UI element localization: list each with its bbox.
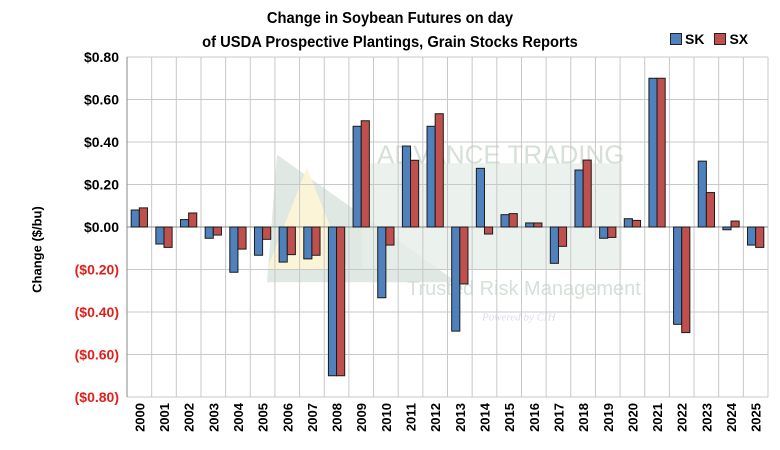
x-tick-label: 2016 [527, 403, 542, 432]
x-tick-label: 2002 [182, 403, 197, 432]
y-tick-label: ($0.20) [75, 262, 119, 278]
bar-sx-2005 [262, 226, 272, 240]
bar-sx-2023 [705, 192, 716, 228]
y-tick-label: $0.00 [84, 219, 119, 235]
bar-sx-2008 [336, 226, 346, 377]
x-tick-label: 2020 [625, 403, 640, 432]
bar-sx-2014 [483, 226, 494, 235]
bar-sk-2020 [623, 218, 633, 228]
x-tick-label: 2015 [502, 403, 517, 432]
bar-sx-2022 [681, 226, 691, 334]
bar-sk-2019 [599, 226, 609, 239]
bar-sk-2024 [722, 226, 732, 231]
watermark-tagline: Trusted Risk Management [407, 278, 641, 300]
bar-sk-2022 [673, 226, 683, 325]
x-tick-label: 2007 [305, 403, 320, 432]
chart-title-line2: of USDA Prospective Plantings, Grain Sto… [202, 34, 578, 51]
legend-swatch-sk [670, 33, 682, 45]
x-tick-label: 2013 [453, 403, 468, 432]
x-tick-label: 2022 [675, 403, 690, 432]
bar-sx-2004 [237, 226, 247, 250]
bar-sx-2020 [631, 219, 642, 228]
bar-sk-2015 [500, 214, 510, 228]
bar-sx-2003 [212, 226, 222, 236]
bar-sk-2013 [451, 226, 461, 332]
x-tick-label: 2005 [256, 403, 271, 432]
bar-sk-2023 [697, 160, 707, 228]
bar-sk-2003 [204, 226, 214, 239]
x-tick-label: 2008 [330, 403, 345, 432]
x-tick-label: 2019 [601, 403, 616, 432]
bar-sx-2002 [188, 212, 198, 228]
x-tick-label: 2012 [428, 403, 443, 432]
bar-sx-2009 [360, 120, 370, 228]
bar-sk-2017 [549, 226, 559, 264]
x-tick-label: 2018 [576, 403, 591, 432]
legend-label-sk: SK [685, 31, 705, 47]
bar-sk-2016 [525, 222, 535, 228]
bar-sk-2018 [574, 169, 584, 228]
bar-sx-2006 [286, 226, 296, 256]
bar-sk-2005 [253, 226, 264, 256]
bar-sx-2019 [607, 226, 617, 238]
legend-swatch-sx [714, 33, 727, 45]
bar-sx-2010 [385, 226, 395, 246]
bar-sk-2004 [229, 226, 239, 273]
x-tick-label: 2009 [354, 403, 369, 432]
bar-sk-2014 [475, 167, 485, 228]
x-tick-label: 2003 [206, 403, 221, 432]
chart-title-line1: Change in Soybean Futures on day [266, 10, 514, 27]
bar-sx-2016 [533, 222, 543, 228]
y-tick-label: $0.20 [84, 177, 119, 193]
bar-sk-2006 [278, 226, 288, 263]
x-tick-label: 2021 [650, 403, 665, 432]
bar-sk-2000 [130, 209, 140, 228]
y-tick-label: $0.60 [84, 92, 119, 108]
x-tick-label: 2011 [404, 403, 419, 431]
y-tick-label: $0.80 [84, 49, 119, 65]
bar-sx-2001 [163, 226, 173, 248]
x-tick-label: 2014 [477, 402, 492, 432]
bar-sk-2008 [327, 226, 338, 377]
bar-sx-2011 [410, 159, 420, 228]
bar-sx-2000 [138, 207, 148, 228]
bar-sk-2010 [377, 226, 387, 299]
legend: SK SX [670, 31, 748, 47]
bar-sk-2002 [179, 219, 190, 228]
bar-sx-2013 [459, 226, 469, 285]
bar-sx-2012 [434, 113, 444, 228]
bar-sk-2011 [401, 145, 412, 228]
bar-sk-2001 [155, 226, 165, 245]
x-tick-label: 2000 [132, 403, 147, 432]
bar-sk-2012 [426, 125, 436, 228]
y-tick-label: ($0.40) [75, 304, 119, 320]
x-tick-label: 2025 [749, 403, 764, 432]
bar-sx-2021 [656, 77, 666, 228]
bar-sk-2021 [648, 77, 658, 228]
legend-item-sx: SX [714, 31, 748, 47]
bar-sx-2007 [311, 226, 321, 256]
y-tick-label: ($0.60) [75, 347, 119, 363]
legend-item-sk: SK [670, 31, 704, 47]
watermark-powered-by: Powered by CIH [481, 312, 557, 324]
x-tick-label: 2004 [231, 402, 246, 432]
x-tick-label: 2010 [379, 403, 394, 432]
x-tick-label: 2024 [724, 402, 739, 432]
x-tick-label: 2023 [699, 403, 714, 432]
y-tick-label: ($0.80) [75, 389, 119, 405]
bar-sx-2025 [755, 226, 765, 248]
bar-sx-2024 [730, 220, 740, 228]
x-tick-label: 2017 [551, 403, 566, 432]
bar-sk-2007 [303, 226, 313, 260]
bar-sx-2018 [582, 159, 592, 228]
x-tick-label: 2006 [280, 403, 295, 432]
y-tick-label: $0.40 [84, 134, 119, 150]
bar-sx-2017 [557, 226, 568, 247]
bar-sk-2009 [352, 125, 362, 228]
bar-sx-2015 [508, 213, 518, 228]
legend-label-sx: SX [729, 31, 749, 47]
bar-sk-2025 [747, 226, 757, 246]
x-tick-label: 2001 [157, 403, 172, 432]
